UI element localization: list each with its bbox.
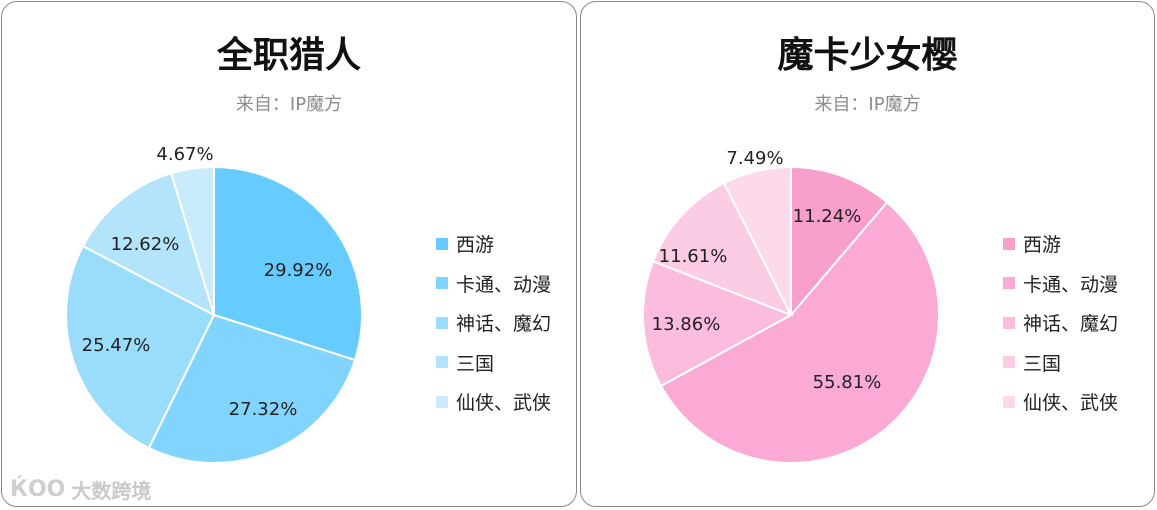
legend-label: 西游	[456, 234, 495, 257]
legend-label: 仙侠、武侠	[1023, 392, 1119, 415]
legend-swatch	[436, 395, 448, 408]
watermark: ЌOO 大数跨境	[10, 475, 151, 504]
watermark-logo-icon: ЌOO	[10, 477, 66, 502]
legend-swatch	[436, 237, 448, 250]
chart-subtitle: 来自：IP魔方	[235, 94, 343, 115]
legend-item: 仙侠、武侠	[436, 382, 551, 422]
legend-label: 卡通、动漫	[456, 273, 552, 296]
legend-item: 卡通、动漫	[1003, 264, 1118, 304]
chart-title: 魔卡少女樱	[777, 35, 958, 76]
legend-label: 仙侠、武侠	[456, 392, 552, 415]
slice-data-label: 12.62%	[111, 234, 180, 255]
chart-panel-hunter: 全职猎人 来自：IP魔方 29.92% 27.32% 25.47% 12.62% 4.6…	[1, 1, 577, 507]
legend-item: 三国	[436, 343, 551, 383]
watermark-text: 大数跨境	[71, 479, 152, 503]
pie-chart: 29.92% 27.32% 25.47% 12.62% 4.67%	[65, 144, 363, 464]
legend-swatch	[1003, 356, 1015, 369]
slice-data-label: 11.24%	[793, 206, 862, 227]
slice-data-label: 27.32%	[229, 399, 298, 420]
pie-slice	[213, 165, 363, 362]
pie-slice	[169, 165, 215, 316]
legend-label: 西游	[1023, 234, 1062, 257]
legend-item: 卡通、动漫	[436, 264, 551, 304]
pie-slice	[659, 200, 940, 464]
legend-swatch	[436, 316, 448, 329]
legend-item: 西游	[1003, 224, 1118, 264]
legend-swatch	[1003, 237, 1015, 250]
slice-data-label: 13.86%	[652, 314, 721, 335]
pie-slice	[147, 313, 357, 464]
legend-swatch	[436, 356, 448, 369]
legend-label: 三国	[1023, 352, 1062, 375]
legend-item: 神话、魔幻	[436, 303, 551, 343]
slice-data-label: 29.92%	[264, 260, 333, 281]
legend-swatch	[436, 277, 448, 290]
legend-swatch	[1003, 277, 1015, 290]
legend-swatch	[1003, 395, 1015, 408]
legend-swatch	[1003, 316, 1015, 329]
legend-item: 神话、魔幻	[1003, 303, 1118, 343]
legend-label: 神话、魔幻	[1023, 313, 1119, 336]
pie-slice	[722, 165, 792, 316]
legend-item: 西游	[436, 224, 551, 264]
chart-panel-sakura: 魔卡少女樱 来自：IP魔方 11.24% 55.81% 13.86% 11.61% 7.…	[580, 1, 1155, 507]
legend-label: 神话、魔幻	[456, 313, 552, 336]
pie-slice	[642, 260, 794, 388]
legend-item: 三国	[1003, 343, 1118, 383]
legend-item: 仙侠、武侠	[1003, 382, 1118, 422]
slice-data-label: 25.47%	[82, 335, 151, 356]
legend-label: 卡通、动漫	[1023, 273, 1119, 296]
slice-data-label: 4.67%	[156, 144, 213, 165]
legend-label: 三国	[456, 352, 495, 375]
chart-legend: 西游 卡通、动漫 神话、魔幻 三国 仙侠、武侠	[1003, 224, 1118, 422]
pie-chart: 11.24% 55.81% 13.86% 11.61% 7.49%	[642, 148, 940, 464]
slice-data-label: 55.81%	[813, 372, 882, 393]
chart-legend: 西游 卡通、动漫 神话、魔幻 三国 仙侠、武侠	[436, 224, 551, 422]
slice-data-label: 7.49%	[726, 148, 783, 169]
chart-subtitle: 来自：IP魔方	[814, 94, 921, 115]
pie-slice	[790, 165, 889, 318]
chart-title: 全职猎人	[216, 35, 361, 76]
pie-slice	[651, 181, 794, 317]
slice-data-label: 11.61%	[659, 246, 728, 267]
